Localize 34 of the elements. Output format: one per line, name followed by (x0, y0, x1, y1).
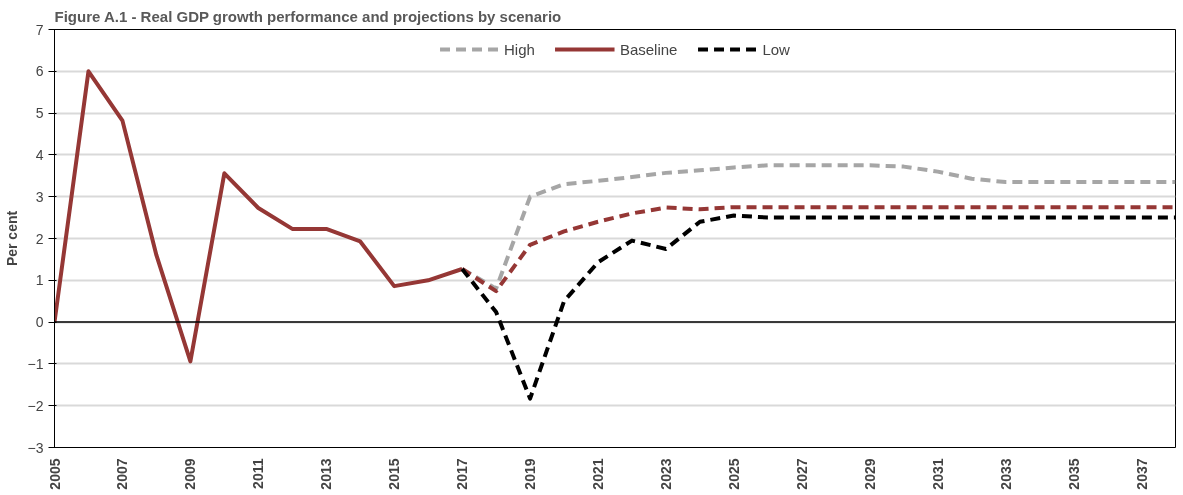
y-tick-label: −1 (27, 355, 44, 372)
x-tick-label: 2023 (657, 458, 674, 490)
x-tick-label: 2029 (861, 458, 878, 490)
x-tick-label: 2009 (182, 458, 199, 490)
y-tick-label: 2 (35, 230, 44, 247)
line-series (460, 163, 1176, 291)
y-tick-label: 5 (35, 105, 44, 122)
legend-label: Baseline (619, 40, 678, 58)
y-tick-label: 4 (35, 146, 44, 163)
y-tick-label: 6 (35, 63, 44, 80)
x-tick-label: 2019 (522, 458, 539, 490)
x-tick-label: 2005 (46, 458, 63, 490)
y-tick-label: 7 (35, 21, 44, 38)
y-tick-label: 1 (35, 272, 44, 289)
x-tick-label: 2025 (725, 458, 742, 490)
y-tick-label: 3 (35, 188, 44, 205)
y-tick-label: −2 (27, 397, 44, 414)
x-tick-label: 2027 (793, 458, 810, 490)
legend-label: Low (762, 40, 790, 58)
x-tick-label: 2035 (1065, 458, 1082, 490)
y-tick-label: −3 (27, 439, 44, 456)
x-tick-label: 2021 (590, 458, 607, 490)
y-axis-title: Per cent (3, 210, 20, 267)
legend-label: High (504, 40, 535, 58)
x-tick-label: 2037 (1133, 458, 1150, 490)
chart-title: Figure A.1 - Real GDP growth performance and projections by scenario (54, 7, 562, 25)
x-tick-label: 2033 (997, 458, 1014, 490)
x-tick-label: 2031 (929, 458, 946, 490)
x-tick-label: 2013 (318, 458, 335, 490)
x-tick-label: 2007 (114, 458, 131, 490)
x-tick-label: 2015 (386, 458, 403, 490)
x-tick-label: 2011 (250, 458, 267, 489)
x-tick-label: 2017 (454, 458, 471, 490)
y-tick-label: 0 (35, 314, 44, 331)
